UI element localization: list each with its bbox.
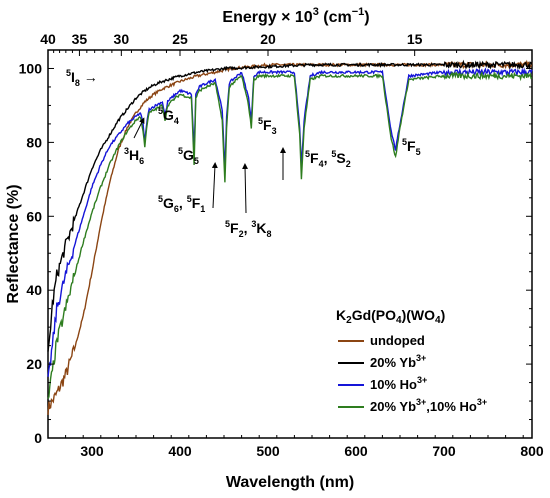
x-tick-label: 600	[344, 443, 368, 459]
x-tick-label: 700	[432, 443, 456, 459]
top-axis-title: Energy × 103 (cm−1)	[222, 6, 369, 26]
annotation-5F2-3K8: 5F2, 3K8	[225, 219, 272, 239]
y-tick-label: 0	[34, 430, 42, 446]
top-tick-label: 35	[72, 31, 88, 47]
series-line-1	[47, 59, 533, 352]
legend-label: undoped	[370, 333, 425, 348]
x-tick-label: 300	[80, 443, 104, 459]
series-line-3	[47, 70, 533, 399]
annotation-arrow-0	[133, 117, 145, 139]
top-tick-label: 20	[260, 31, 276, 47]
plot-frame	[47, 49, 533, 439]
x-tick-label: 800	[520, 443, 544, 459]
series-layer	[47, 59, 533, 415]
x-tick-label: 500	[256, 443, 280, 459]
annotation-5G6-5F1: 5G6, 5F1	[158, 194, 205, 214]
legend-title: K2Gd(PO4)(WO4)	[336, 307, 445, 326]
top-tick-label: 40	[40, 31, 56, 47]
x-tick-label: 400	[168, 443, 192, 459]
y-axis-title: Reflectance (%)	[5, 184, 22, 303]
legend-label: 20% Yb3+	[370, 353, 426, 370]
annotation-3H6: 3H6	[124, 146, 144, 166]
series-line-2	[47, 67, 533, 377]
annotation-arrow-2	[242, 163, 249, 214]
legend-label: 20% Yb3+,10% Ho3+	[370, 397, 487, 414]
annotation-5F5: 5F5	[402, 137, 421, 157]
y-tick-label: 20	[26, 356, 42, 372]
annotation-5G4: 5G4	[158, 106, 179, 126]
annotation-5I8: 5I8 →	[66, 68, 98, 88]
annotation-layer: 5I8 → 3H6 5G4 5G5 5G6, 5F1 5F2, 3K8 5F3 5F4, 5S…	[66, 68, 421, 239]
series-line-0	[47, 59, 533, 415]
top-tick-label: 25	[172, 31, 188, 47]
top-tick-label: 15	[407, 31, 423, 47]
annotation-5G5: 5G5	[178, 146, 199, 166]
ticks-layer: 300 400 500 600 700 800 0 20 40 60 80 100 40 35 30 25 20…	[19, 31, 544, 459]
y-tick-label: 40	[26, 282, 42, 298]
legend: K2Gd(PO4)(WO4) undoped 20% Yb3+ 10% Ho3+ 20…	[336, 307, 487, 414]
y-tick-label: 100	[19, 60, 43, 76]
top-tick-label: 30	[114, 31, 130, 47]
y-tick-label: 60	[26, 208, 42, 224]
y-tick-label: 80	[26, 134, 42, 150]
annotation-5F4-5S2: 5F4, 5S2	[305, 149, 351, 169]
annotation-arrow-1	[211, 162, 218, 209]
x-axis-title: Wavelength (nm)	[226, 474, 354, 491]
legend-label: 10% Ho3+	[370, 375, 427, 392]
annotation-5F3: 5F3	[258, 116, 277, 136]
